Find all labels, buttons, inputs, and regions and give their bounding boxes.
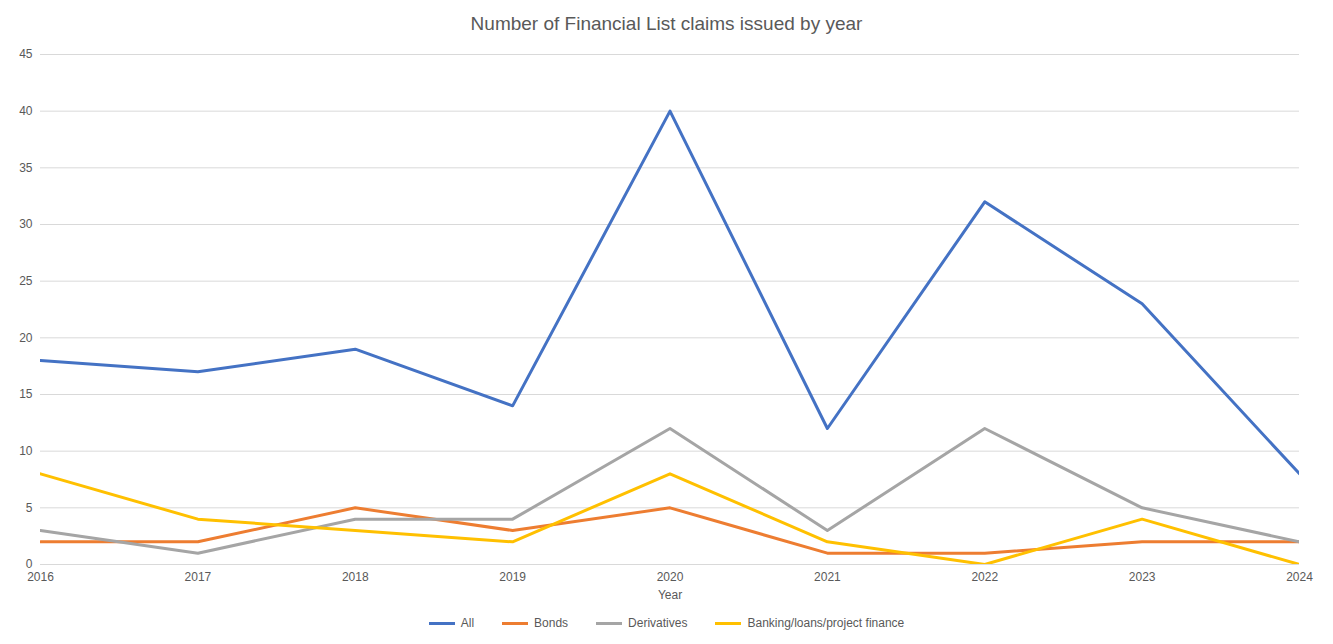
svg-text:2016: 2016	[27, 570, 54, 584]
html-text:Banking/loans/project finance: Banking/loans/project finance	[747, 616, 905, 630]
svg-text:2023: 2023	[1129, 570, 1156, 584]
svg-text:10: 10	[19, 444, 33, 458]
html-text:Bonds: Bonds	[534, 616, 569, 630]
svg-text:15: 15	[19, 387, 33, 401]
svg-text:2024: 2024	[1286, 570, 1313, 584]
svg-text:30: 30	[19, 217, 33, 231]
svg-text:2022: 2022	[971, 570, 998, 584]
svg-text:Year: Year	[658, 588, 682, 602]
html-text:All: All	[460, 616, 475, 630]
html-text:Derivatives: Derivatives	[628, 616, 688, 630]
svg-text:35: 35	[19, 161, 33, 175]
svg-text:0: 0	[25, 557, 33, 572]
svg-text:5: 5	[26, 501, 33, 515]
svg-text:2017: 2017	[185, 570, 212, 584]
svg-text:2018: 2018	[342, 570, 369, 584]
svg-text:2021: 2021	[814, 570, 841, 584]
svg-text:2019: 2019	[499, 570, 526, 584]
svg-text:2020: 2020	[657, 570, 684, 584]
svg-text:25: 25	[19, 274, 33, 288]
html-text:Number of Financial List claim: Number of Financial List claims issued b…	[470, 13, 863, 34]
svg-text:40: 40	[19, 104, 33, 118]
svg-text:20: 20	[19, 331, 33, 345]
svg-text:45: 45	[19, 47, 33, 61]
